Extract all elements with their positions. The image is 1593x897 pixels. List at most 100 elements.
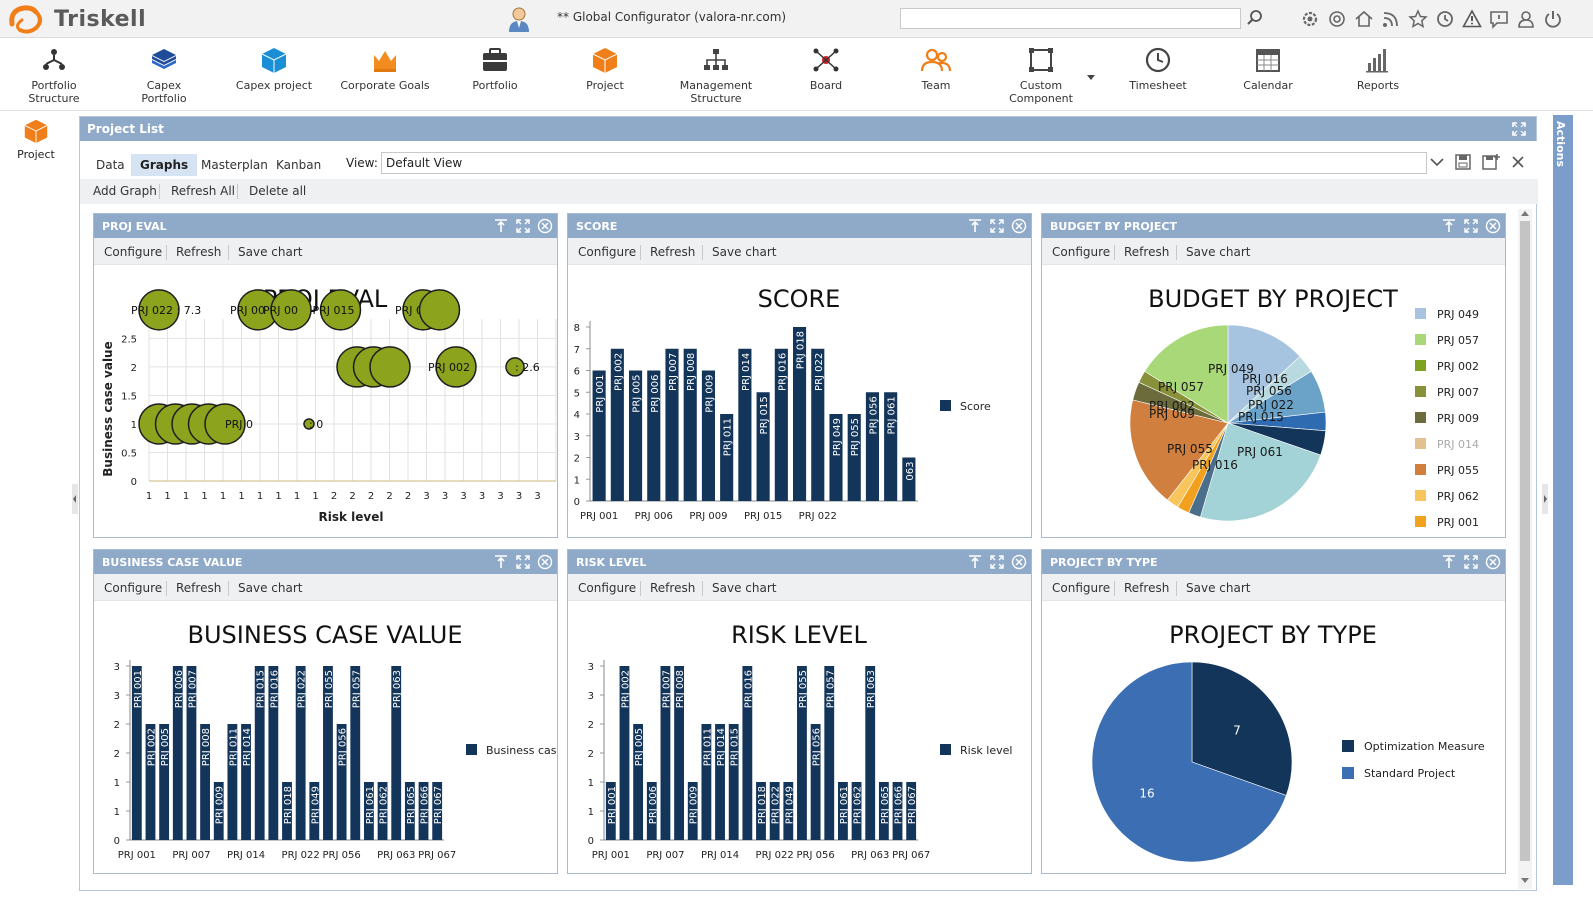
bar-data-label: PRJ 057 [351,670,362,708]
collapse-right-icon[interactable] [1542,484,1548,514]
expand-icon[interactable] [515,554,531,570]
bar [172,666,183,840]
history-icon[interactable] [1435,9,1455,29]
home-icon[interactable] [1354,9,1374,29]
view-select[interactable]: Default View [381,152,1427,174]
vertical-scrollbar[interactable] [1518,209,1532,889]
close-icon[interactable] [1011,554,1027,570]
tab-data[interactable]: Data [96,158,125,172]
close-icon[interactable] [1511,155,1525,169]
module-project[interactable]: Project [570,39,640,111]
close-icon[interactable] [537,218,553,234]
expand-icon[interactable] [1463,554,1479,570]
refresh-button[interactable]: Refresh [650,245,696,259]
refresh-button[interactable]: Refresh [1124,245,1170,259]
refresh-button[interactable]: Refresh [650,581,696,595]
save-chart-button[interactable]: Save chart [1186,581,1251,595]
expand-icon[interactable] [989,554,1005,570]
chevron-down-icon[interactable] [1430,157,1444,167]
close-icon[interactable] [1485,554,1501,570]
delete-all-button[interactable]: Delete all [249,184,307,198]
legend-label: Score [960,400,991,413]
tab-kanban[interactable]: Kanban [276,158,322,172]
save-as-view-icon[interactable] [1481,153,1501,171]
configure-button[interactable]: Configure [1052,245,1111,259]
expand-icon[interactable] [1512,122,1526,136]
module-calendar[interactable]: Calendar [1234,39,1302,111]
pin-top-icon[interactable] [967,554,983,570]
bar [829,414,843,501]
warning-icon[interactable] [1462,9,1482,29]
close-icon[interactable] [1011,218,1027,234]
x-tick-label: 1 [312,491,318,502]
add-graph-button[interactable]: Add Graph [93,184,157,198]
widget-toolbar: Configure Refresh Save chart [568,238,1031,265]
refresh-button[interactable]: Refresh [176,581,222,595]
search-input[interactable] [900,8,1241,29]
module-corporate-goals[interactable]: Corporate Goals [340,39,430,111]
star-icon[interactable] [1408,9,1428,29]
save-chart-button[interactable]: Save chart [1186,245,1251,259]
save-chart-button[interactable]: Save chart [712,245,777,259]
expand-icon[interactable] [989,218,1005,234]
rss-icon[interactable] [1381,9,1401,29]
configure-button[interactable]: Configure [104,581,163,595]
pin-top-icon[interactable] [493,554,509,570]
tab-masterplan[interactable]: Masterplan [201,158,268,172]
pin-top-icon[interactable] [1441,218,1457,234]
pin-top-icon[interactable] [493,218,509,234]
actions-tab[interactable]: Actions [1553,115,1573,885]
scroll-down-icon[interactable] [1521,877,1529,885]
collapse-left-icon[interactable] [72,484,78,514]
pin-top-icon[interactable] [967,218,983,234]
module-board[interactable]: Board [796,39,856,111]
x-tick-label: PRJ 056 [797,850,835,861]
save-view-icon[interactable] [1454,153,1472,171]
configure-button[interactable]: Configure [578,245,637,259]
module-portfolio-structure[interactable]: Portfolio Structure [18,39,90,111]
feedback-icon[interactable] [1489,9,1509,29]
refresh-button[interactable]: Refresh [176,245,222,259]
configure-button[interactable]: Configure [1052,581,1111,595]
save-chart-button[interactable]: Save chart [712,581,777,595]
pin-top-icon[interactable] [1441,554,1457,570]
y-tick-label: 1 [131,420,137,431]
left-nav-project[interactable]: Project [14,117,58,161]
chevron-down-icon[interactable] [1087,75,1095,81]
expand-icon[interactable] [515,218,531,234]
bar-data-label: PRJ 067 [433,786,444,824]
module-capex-portfolio[interactable]: Capex Portfolio [124,39,204,111]
search-icon[interactable] [1246,9,1264,27]
at-icon[interactable] [1327,9,1347,29]
save-chart-button[interactable]: Save chart [238,581,303,595]
save-chart-button[interactable]: Save chart [238,245,303,259]
bar-data-label: PRJ 006 [650,375,661,413]
refresh-all-button[interactable]: Refresh All [171,184,236,198]
tab-graphs[interactable]: Graphs [131,154,198,176]
close-icon[interactable] [1485,218,1501,234]
user-icon[interactable] [1516,9,1536,29]
user-avatar-icon[interactable] [506,6,532,32]
logo-text: Triskell [54,6,147,32]
bubble-point [505,357,525,377]
scrollbar-thumb[interactable] [1520,221,1530,861]
module-timesheet[interactable]: Timesheet [1124,39,1192,111]
close-icon[interactable] [537,554,553,570]
configure-button[interactable]: Configure [104,245,163,259]
module-custom-component[interactable]: Custom Component [1000,39,1082,111]
y-tick-label: 7 [574,345,580,356]
module-portfolio[interactable]: Portfolio [460,39,530,111]
triskell-logo[interactable]: Triskell [6,2,146,36]
configure-button[interactable]: Configure [578,581,637,595]
refresh-button[interactable]: Refresh [1124,581,1170,595]
module-reports[interactable]: Reports [1344,39,1412,111]
module-management-structure[interactable]: Management Structure [676,39,756,111]
settings-icon[interactable] [1300,9,1320,29]
bar-data-label: PRJ 049 [784,786,795,824]
module-capex-project[interactable]: Capex project [234,39,314,111]
module-team[interactable]: Team [906,39,966,111]
expand-icon[interactable] [1463,218,1479,234]
scroll-up-icon[interactable] [1521,209,1529,217]
y-tick-label: 1 [588,807,594,818]
logout-icon[interactable] [1543,9,1563,29]
